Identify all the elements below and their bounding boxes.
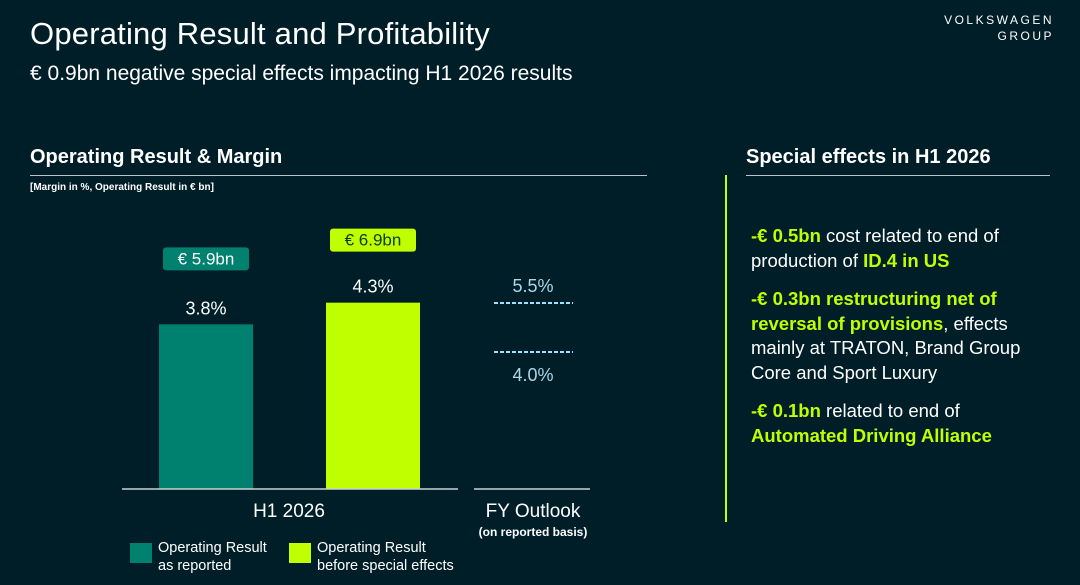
bar-1-result-badge <box>163 247 249 271</box>
chart-section-rule <box>30 175 647 176</box>
page-subtitle: € 0.9bn negative special effects impacti… <box>30 62 573 85</box>
page-title: Operating Result and Profitability <box>30 16 490 51</box>
category-sublabel-outlook: (on reported basis) <box>479 525 588 539</box>
legend-label-reported-line1: Operating Result <box>158 540 267 556</box>
special-effects-list: -€ 0.5bn cost related to end of producti… <box>751 224 1051 462</box>
logo-line-1: VOLKSWAGEN <box>944 13 1054 27</box>
bar-2-result-label: € 6.9bn <box>345 231 402 250</box>
effect-2-text: , effects mainly at TRATON, Brand Group … <box>751 312 1021 383</box>
chart-section-title: Operating Result & Margin <box>30 146 283 168</box>
legend-label-reported: Operating Result as reported <box>158 539 267 575</box>
effect-item-1: -€ 0.5bn cost related to end of producti… <box>751 224 1051 273</box>
effect-3-highlight: Automated Driving Alliance <box>751 424 992 446</box>
operating-result-chart: 3.8% € 5.9bn 4.3% € 6.9bn H1 2026 FY Outlook (… <box>122 228 590 539</box>
legend-item-reported: Operating Result as reported <box>130 539 267 575</box>
effect-1-amount: -€ 0.5bn <box>751 225 821 246</box>
category-label-h1: H1 2026 <box>253 501 325 522</box>
effects-section-rule <box>746 175 1050 176</box>
bar-2 <box>326 302 420 489</box>
legend-item-before-special: Operating Result before special effects <box>289 539 454 575</box>
legend-label-before-special-line2: before special effects <box>317 558 454 574</box>
effect-1-highlight: ID.4 in US <box>863 249 950 271</box>
legend-label-before-special: Operating Result before special effects <box>317 539 454 575</box>
bar-1-result-label: € 5.9bn <box>178 249 235 268</box>
bar-1-margin-label: 3.8% <box>185 298 226 318</box>
chart-unit-note: [Margin in %, Operating Result in € bn] <box>30 182 214 193</box>
effect-3-text: related to end of <box>820 400 960 421</box>
effect-1-text: cost related to end of production of <box>751 225 999 271</box>
bar-2-result-badge <box>330 228 416 252</box>
category-label-outlook: FY Outlook <box>486 501 581 522</box>
effect-item-3: -€ 0.1bn related to end of Automated Dri… <box>751 399 1051 448</box>
bar-2-margin-label: 4.3% <box>352 277 393 297</box>
outlook-low-label: 4.0% <box>512 365 553 385</box>
legend-swatch-lime <box>289 543 311 563</box>
effect-item-2: -€ 0.3bn restructuring net of reversal o… <box>751 287 1051 385</box>
logo-line-2: GROUP <box>997 29 1054 43</box>
effects-section-title: Special effects in H1 2026 <box>746 146 991 168</box>
effect-2-amount: -€ 0.3bn restructuring net of reversal o… <box>751 288 997 334</box>
legend-swatch-teal <box>130 543 152 563</box>
brand-logo: VOLKSWAGEN GROUP <box>944 12 1054 44</box>
outlook-high-label: 5.5% <box>512 276 553 296</box>
effect-3-amount: -€ 0.1bn <box>751 400 821 421</box>
section-divider <box>725 175 727 522</box>
legend-label-reported-line2: as reported <box>158 558 232 574</box>
legend-label-before-special-line1: Operating Result <box>317 540 426 556</box>
bar-1 <box>159 324 253 489</box>
